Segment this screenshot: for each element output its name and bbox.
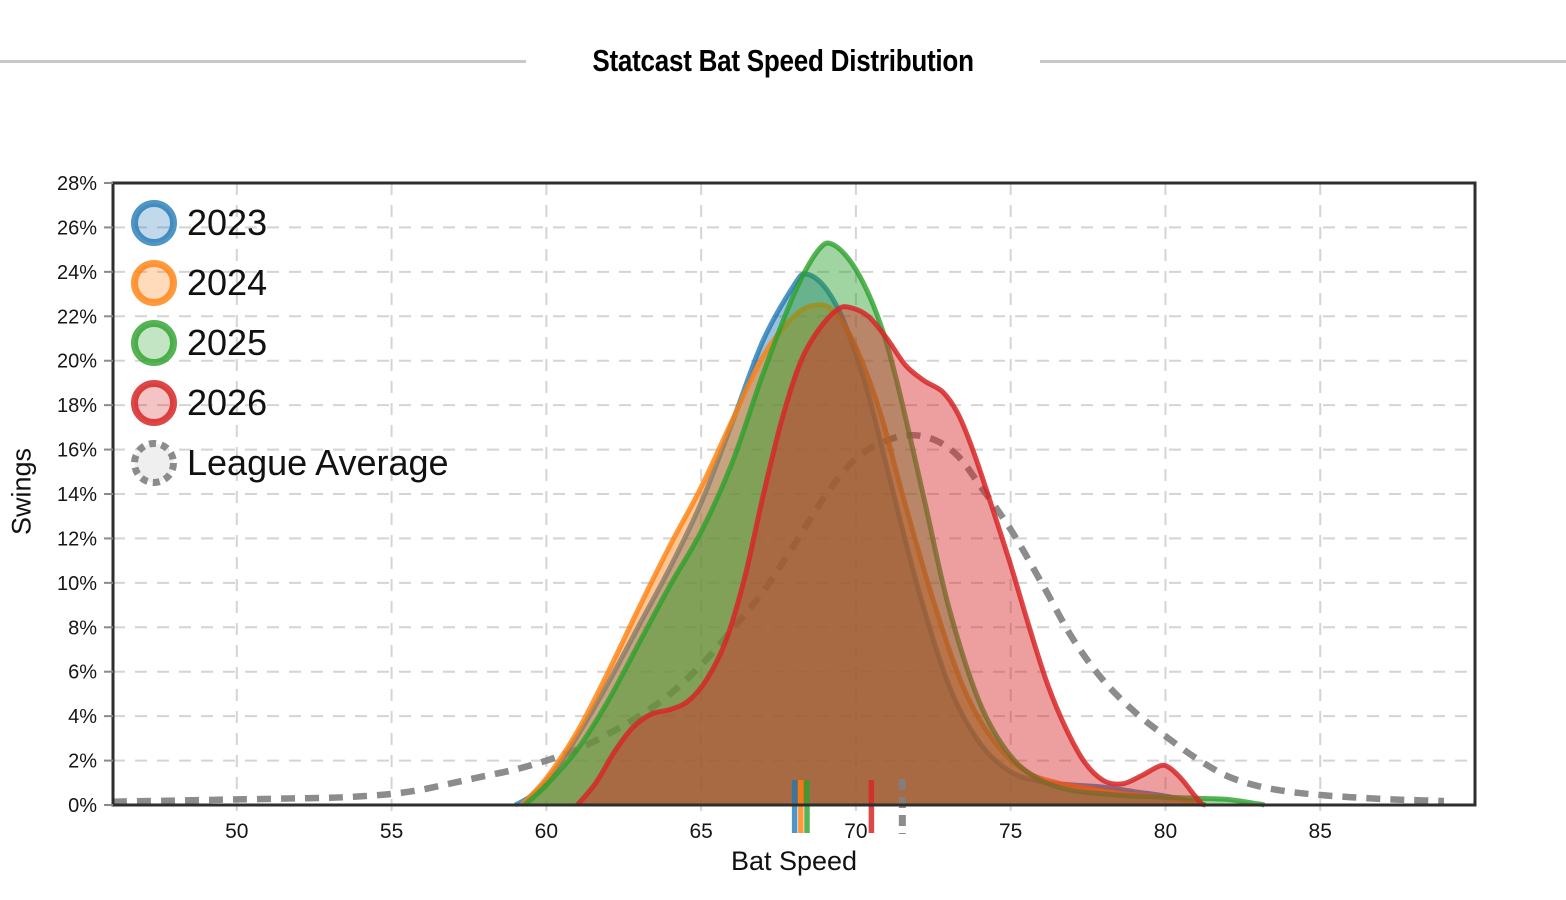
y-tick-label: 22% <box>57 306 97 328</box>
legend-label: 2026 <box>187 382 268 423</box>
legend-item-2025: 2025 <box>128 313 449 373</box>
y-tick-label: 20% <box>57 351 97 373</box>
x-tick-label: 75 <box>999 820 1022 843</box>
x-tick-label: 85 <box>1309 820 1332 843</box>
legend-item-2024: 2024 <box>128 253 449 313</box>
series-area-2024 <box>521 304 1206 805</box>
chart-header: Statcast Bat Speed Distribution <box>0 43 1566 78</box>
y-tick-label: 24% <box>57 262 97 284</box>
title-rule-left <box>0 59 526 63</box>
legend-item-league-average: League Average <box>128 433 449 493</box>
y-tick-label: 6% <box>68 662 97 684</box>
x-axis-title: Bat Speed <box>730 846 858 876</box>
y-axis-title: Swings <box>6 447 37 536</box>
series-area-2025 <box>524 242 1265 805</box>
x-tick-label: 60 <box>535 820 558 843</box>
title-rule-right <box>1040 59 1566 63</box>
chart-legend: 2023 2024 2025 2026 League Average <box>128 193 449 493</box>
legend-label: 2025 <box>187 322 268 363</box>
series-curve-2024 <box>519 302 1207 808</box>
y-tick-label: 0% <box>68 795 97 817</box>
legend-circle-icon <box>131 320 177 366</box>
legend-circle-icon <box>131 200 177 246</box>
legend-label: 2023 <box>187 202 268 243</box>
legend-dashed-circle-icon <box>131 440 177 486</box>
legend-label: League Average <box>187 442 449 483</box>
legend-label: 2024 <box>187 262 268 303</box>
y-tick-label: 18% <box>57 395 97 417</box>
y-tick-label: 14% <box>57 484 97 506</box>
y-tick-label: 26% <box>57 217 97 239</box>
y-tick-label: 4% <box>68 706 97 728</box>
y-tick-label: 16% <box>57 440 97 462</box>
y-tick-label: 2% <box>68 751 97 773</box>
legend-item-2026: 2026 <box>128 373 449 433</box>
y-tick-label: 10% <box>57 573 97 595</box>
x-tick-label: 80 <box>1154 820 1177 843</box>
series-line-league-average <box>112 431 1445 805</box>
series-curve-2025 <box>523 240 1266 808</box>
y-tick-label: 8% <box>68 617 97 639</box>
x-tick-label: 50 <box>225 820 248 843</box>
legend-item-2023: 2023 <box>128 193 449 253</box>
series-curve-2026 <box>575 304 1205 807</box>
x-tick-label: 70 <box>844 820 867 843</box>
series-area-2023 <box>515 274 1206 805</box>
chart-title: Statcast Bat Speed Distribution <box>592 43 974 78</box>
series-area-2026 <box>577 306 1203 805</box>
x-tick-label: 65 <box>689 820 712 843</box>
y-tick-label: 12% <box>57 528 97 550</box>
legend-circle-icon <box>131 260 177 306</box>
y-tick-label: 28% <box>57 173 97 195</box>
x-tick-label: 55 <box>380 820 403 843</box>
legend-circle-icon <box>131 380 177 426</box>
